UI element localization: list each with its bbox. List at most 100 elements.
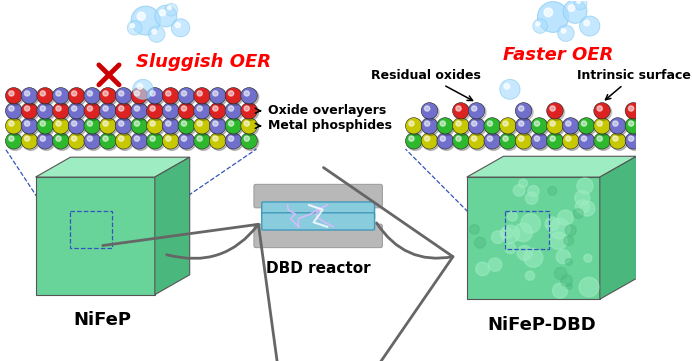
Circle shape xyxy=(536,22,540,26)
Circle shape xyxy=(440,121,446,126)
Circle shape xyxy=(525,271,535,280)
Circle shape xyxy=(9,91,14,96)
Circle shape xyxy=(100,88,116,104)
Polygon shape xyxy=(600,156,637,299)
Circle shape xyxy=(178,103,194,119)
Circle shape xyxy=(513,185,525,196)
Circle shape xyxy=(641,118,657,134)
Circle shape xyxy=(516,118,532,134)
Circle shape xyxy=(564,134,581,151)
Circle shape xyxy=(468,118,485,134)
Circle shape xyxy=(228,121,234,126)
Circle shape xyxy=(471,136,477,141)
Circle shape xyxy=(165,136,171,141)
Circle shape xyxy=(438,134,455,151)
Circle shape xyxy=(566,283,572,289)
Circle shape xyxy=(70,104,86,120)
Circle shape xyxy=(165,91,171,96)
Circle shape xyxy=(628,136,634,141)
Circle shape xyxy=(70,119,86,135)
Text: Metal phosphides: Metal phosphides xyxy=(255,119,392,132)
Circle shape xyxy=(500,227,513,239)
Polygon shape xyxy=(155,157,190,295)
Circle shape xyxy=(453,133,469,149)
Circle shape xyxy=(71,91,77,96)
Circle shape xyxy=(242,89,259,105)
Circle shape xyxy=(23,134,39,151)
Circle shape xyxy=(9,121,14,126)
Polygon shape xyxy=(467,156,637,177)
Circle shape xyxy=(181,106,187,111)
Circle shape xyxy=(628,121,634,126)
Circle shape xyxy=(210,103,226,119)
Circle shape xyxy=(54,119,71,135)
Circle shape xyxy=(642,134,659,151)
Circle shape xyxy=(147,133,163,149)
Circle shape xyxy=(137,12,145,20)
Circle shape xyxy=(6,118,22,134)
Circle shape xyxy=(438,119,455,135)
Circle shape xyxy=(437,133,453,149)
Circle shape xyxy=(554,267,567,280)
Circle shape xyxy=(87,121,93,126)
Circle shape xyxy=(23,104,39,120)
Circle shape xyxy=(84,88,100,104)
Circle shape xyxy=(147,118,163,134)
Circle shape xyxy=(228,136,234,141)
Circle shape xyxy=(241,103,257,119)
Circle shape xyxy=(134,91,140,96)
Circle shape xyxy=(577,178,593,194)
Circle shape xyxy=(101,89,118,105)
Circle shape xyxy=(597,136,602,141)
Circle shape xyxy=(503,136,508,141)
Circle shape xyxy=(453,118,469,134)
Circle shape xyxy=(7,119,24,135)
Circle shape xyxy=(485,134,502,151)
Circle shape xyxy=(21,133,37,149)
Circle shape xyxy=(194,118,210,134)
Circle shape xyxy=(575,200,590,213)
Circle shape xyxy=(468,133,485,149)
Circle shape xyxy=(575,190,590,205)
Circle shape xyxy=(37,88,53,104)
Circle shape xyxy=(212,136,218,141)
Text: Oxide overlayers: Oxide overlayers xyxy=(255,104,385,117)
Circle shape xyxy=(179,104,196,120)
Text: NiFeP-DBD: NiFeP-DBD xyxy=(488,316,597,334)
Circle shape xyxy=(179,119,196,135)
Circle shape xyxy=(163,118,179,134)
Circle shape xyxy=(423,134,439,151)
Circle shape xyxy=(225,103,242,119)
Polygon shape xyxy=(467,177,600,299)
Circle shape xyxy=(475,262,489,276)
Circle shape xyxy=(133,79,153,99)
Circle shape xyxy=(148,89,165,105)
Circle shape xyxy=(547,133,563,149)
Circle shape xyxy=(437,118,453,134)
Circle shape xyxy=(130,23,134,28)
Circle shape xyxy=(6,88,22,104)
Circle shape xyxy=(565,121,571,126)
FancyBboxPatch shape xyxy=(254,184,383,208)
Circle shape xyxy=(421,133,438,149)
Circle shape xyxy=(519,179,527,188)
Circle shape xyxy=(423,104,439,120)
Circle shape xyxy=(579,201,595,216)
Circle shape xyxy=(163,88,179,104)
Circle shape xyxy=(595,134,612,151)
Circle shape xyxy=(454,134,471,151)
Circle shape xyxy=(548,104,565,120)
Circle shape xyxy=(116,118,131,134)
Circle shape xyxy=(469,225,479,234)
Circle shape xyxy=(532,119,549,135)
Circle shape xyxy=(578,133,594,149)
Text: Faster OER: Faster OER xyxy=(503,46,614,64)
Circle shape xyxy=(423,119,439,135)
Circle shape xyxy=(132,104,149,120)
Circle shape xyxy=(242,119,259,135)
Circle shape xyxy=(518,106,524,111)
Circle shape xyxy=(528,186,539,197)
Circle shape xyxy=(56,136,61,141)
Circle shape xyxy=(131,6,161,35)
Circle shape xyxy=(644,136,649,141)
